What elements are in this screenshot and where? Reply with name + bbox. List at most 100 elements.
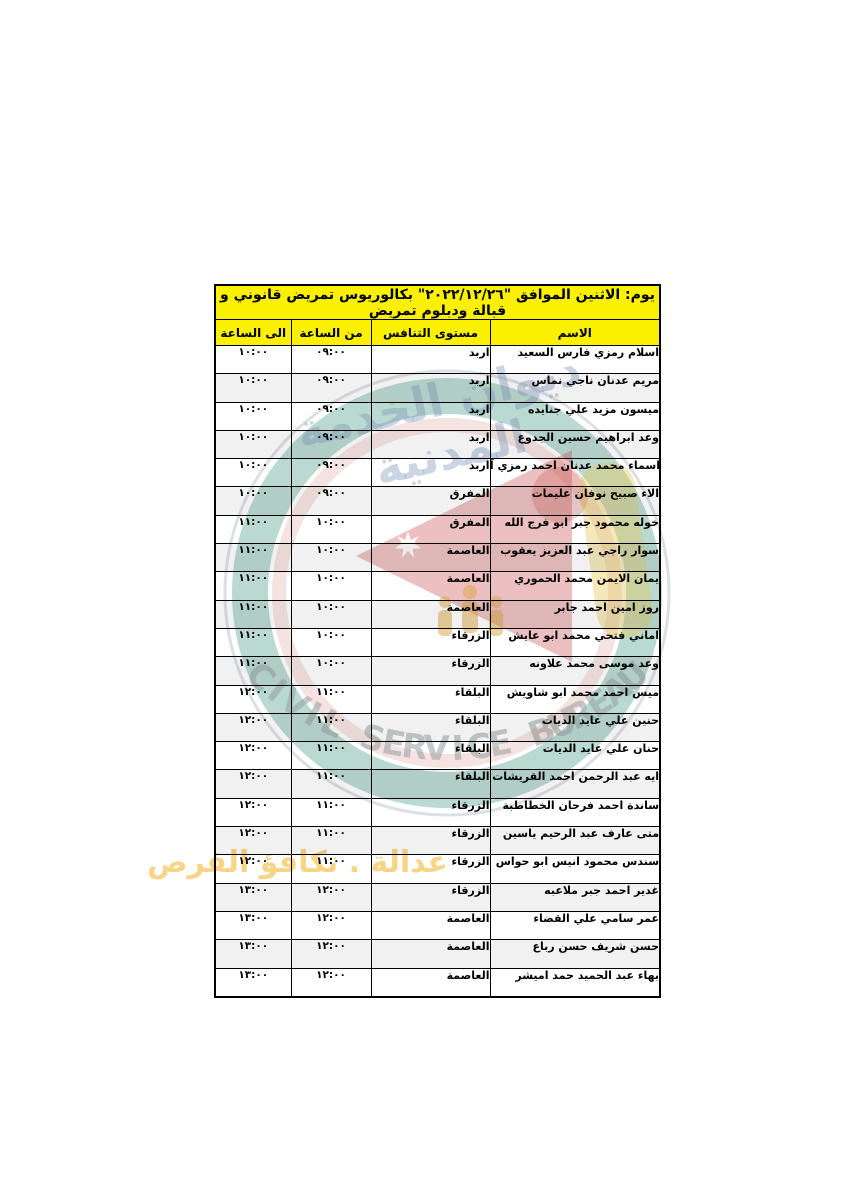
- table-row: وعد موسى محمد علاونه الزرقاء ١٠:٠٠ ١١:٠٠: [214, 656, 661, 686]
- cell-level: البلقاء: [370, 769, 491, 799]
- cell-to: ١٠:٠٠: [214, 486, 292, 516]
- cell-name: ساندة احمد فرحان الخطاطبة: [489, 797, 661, 828]
- cell-name: مريم عدنان ناجي نماس: [489, 373, 661, 403]
- cell-name: ميس احمد محمد ابو شاويش: [489, 684, 661, 714]
- table-row: روز امين احمد جابر العاصمة ١٠:٠٠ ١١:٠٠: [214, 599, 661, 629]
- cell-name: بهاء عبد الحميد حمد اميشر: [489, 967, 661, 998]
- table-row: اسلام رمزي فارس السعيد اربد ٠٩:٠٠ ١٠:٠٠: [214, 344, 661, 375]
- cell-level: العاصمة: [370, 967, 491, 998]
- cell-from: ١٢:٠٠: [290, 939, 372, 969]
- cell-to: ١١:٠٠: [214, 543, 292, 573]
- header-from: من الساعة: [290, 319, 372, 346]
- cell-from: ١٢:٠٠: [290, 967, 372, 998]
- table-row: يمان الايمن محمد الحموري العاصمة ١٠:٠٠ ١١:٠…: [214, 571, 661, 601]
- cell-level: الزرقاء: [370, 882, 491, 912]
- cell-to: ١٢:٠٠: [214, 826, 292, 856]
- cell-name: وعد موسى محمد علاونه: [489, 656, 661, 686]
- cell-from: ١٢:٠٠: [290, 882, 372, 912]
- table-row: الاء صبيح نوفان عليمات المفرق ٠٩:٠٠ ١٠:٠٠: [214, 486, 661, 516]
- cell-level: المفرق: [370, 486, 491, 516]
- cell-level: المفرق: [370, 514, 491, 545]
- cell-level: البلقاء: [370, 712, 491, 743]
- cell-to: ١١:٠٠: [214, 627, 292, 658]
- cell-level: الزرقاء: [370, 797, 491, 828]
- cell-level: البلقاء: [370, 741, 491, 771]
- table-title: يوم: الاثنين الموافق "٢٠٢٢/١٢/٢٦" بكالور…: [214, 284, 661, 320]
- table-row: اسماء محمد عدنان احمد رمزي آغا اربد ٠٩:٠٠ ١…: [214, 458, 661, 488]
- cell-to: ١٢:٠٠: [214, 741, 292, 771]
- cell-to: ١١:٠٠: [214, 571, 292, 601]
- cell-name: حسن شريف حسن رباع: [489, 939, 661, 969]
- cell-level: اربد: [370, 429, 491, 460]
- cell-from: ١١:٠٠: [290, 741, 372, 771]
- schedule-table: يوم: الاثنين الموافق "٢٠٢٢/١٢/٢٦" بكالور…: [214, 284, 662, 998]
- cell-name: اسلام رمزي فارس السعيد: [489, 344, 661, 375]
- cell-from: ١١:٠٠: [290, 712, 372, 743]
- table-row: سندس محمود انيس ابو حواس الزرقاء ١١:٠٠ ١٢:٠…: [214, 854, 661, 884]
- cell-name: ايه عبد الرحمن احمد القريشات: [489, 769, 661, 799]
- cell-to: ١٠:٠٠: [214, 344, 292, 375]
- cell-level: العاصمة: [370, 571, 491, 601]
- table-row: ساندة احمد فرحان الخطاطبة الزرقاء ١١:٠٠ ١٢:…: [214, 797, 661, 828]
- table-row: سوار راجي عبد العزيز يعقوب العاصمة ١٠:٠٠ ١١…: [214, 543, 661, 573]
- cell-level: اربد: [370, 344, 491, 375]
- table-row: ميس احمد محمد ابو شاويش البلقاء ١١:٠٠ ١٢:٠٠: [214, 684, 661, 714]
- cell-from: ١٠:٠٠: [290, 656, 372, 686]
- cell-to: ١٣:٠٠: [214, 939, 292, 969]
- cell-level: العاصمة: [370, 543, 491, 573]
- table-row: متى عارف عبد الرحيم ياسين الزرقاء ١١:٠٠ ١٢:…: [214, 826, 661, 856]
- cell-name: متى عارف عبد الرحيم ياسين: [489, 826, 661, 856]
- cell-from: ١١:٠٠: [290, 854, 372, 884]
- cell-to: ١١:٠٠: [214, 599, 292, 629]
- cell-name: حنين علي عايد الديات: [489, 712, 661, 743]
- table-row: حسن شريف حسن رباع العاصمة ١٢:٠٠ ١٣:٠٠: [214, 939, 661, 969]
- cell-name: سندس محمود انيس ابو حواس: [489, 854, 661, 884]
- cell-level: اربد: [370, 401, 491, 431]
- cell-name: عمر سامي علي القضاء: [489, 910, 661, 941]
- cell-name: ميسون مزيد علي جنايده: [489, 401, 661, 431]
- cell-from: ٠٩:٠٠: [290, 429, 372, 460]
- cell-to: ١١:٠٠: [214, 514, 292, 545]
- table-row: حنان علي عايد الديات البلقاء ١١:٠٠ ١٢:٠٠: [214, 741, 661, 771]
- cell-name: غدير احمد جبر ملاعبه: [489, 882, 661, 912]
- header-to: الى الساعة: [214, 319, 292, 346]
- table-row: حنين علي عايد الديات البلقاء ١١:٠٠ ١٢:٠٠: [214, 712, 661, 743]
- table-row: ايه عبد الرحمن احمد القريشات البلقاء ١١:٠٠…: [214, 769, 661, 799]
- cell-name: خوله محمود جبر ابو فرج الله: [489, 514, 661, 545]
- cell-name: اماني فتحي محمد ابو عايش: [489, 627, 661, 658]
- table-row: غدير احمد جبر ملاعبه الزرقاء ١٢:٠٠ ١٣:٠٠: [214, 882, 661, 912]
- cell-from: ١١:٠٠: [290, 797, 372, 828]
- cell-level: العاصمة: [370, 599, 491, 629]
- cell-from: ١٠:٠٠: [290, 571, 372, 601]
- header-row: الاسم مستوى التنافس من الساعة الى الساعة: [214, 319, 661, 346]
- roster-body: اسلام رمزي فارس السعيد اربد ٠٩:٠٠ ١٠:٠٠ مريم…: [214, 344, 661, 998]
- cell-name: وعد ابراهيم حسين الجدوع: [489, 429, 661, 460]
- cell-from: ٠٩:٠٠: [290, 458, 372, 488]
- table-row: خوله محمود جبر ابو فرج الله المفرق ١٠:٠٠ ١١…: [214, 514, 661, 545]
- cell-to: ١٣:٠٠: [214, 967, 292, 998]
- cell-from: ٠٩:٠٠: [290, 344, 372, 375]
- cell-from: ١٢:٠٠: [290, 910, 372, 941]
- header-name: الاسم: [489, 319, 661, 346]
- cell-name: حنان علي عايد الديات: [489, 741, 661, 771]
- table-row: اماني فتحي محمد ابو عايش الزرقاء ١٠:٠٠ ١١:٠…: [214, 627, 661, 658]
- cell-to: ١٢:٠٠: [214, 712, 292, 743]
- cell-level: الزرقاء: [370, 854, 491, 884]
- cell-name: الاء صبيح نوفان عليمات: [489, 486, 661, 516]
- cell-name: روز امين احمد جابر: [489, 599, 661, 629]
- cell-name: اسماء محمد عدنان احمد رمزي آغا: [489, 458, 661, 488]
- cell-from: ٠٩:٠٠: [290, 373, 372, 403]
- cell-from: ١٠:٠٠: [290, 627, 372, 658]
- cell-level: البلقاء: [370, 684, 491, 714]
- cell-from: ٠٩:٠٠: [290, 401, 372, 431]
- cell-level: اربد: [370, 373, 491, 403]
- cell-from: ١١:٠٠: [290, 684, 372, 714]
- cell-to: ١٢:٠٠: [214, 854, 292, 884]
- cell-name: يمان الايمن محمد الحموري: [489, 571, 661, 601]
- cell-from: ١١:٠٠: [290, 769, 372, 799]
- cell-from: ٠٩:٠٠: [290, 486, 372, 516]
- cell-to: ١٠:٠٠: [214, 401, 292, 431]
- cell-name: سوار راجي عبد العزيز يعقوب: [489, 543, 661, 573]
- cell-to: ١٣:٠٠: [214, 882, 292, 912]
